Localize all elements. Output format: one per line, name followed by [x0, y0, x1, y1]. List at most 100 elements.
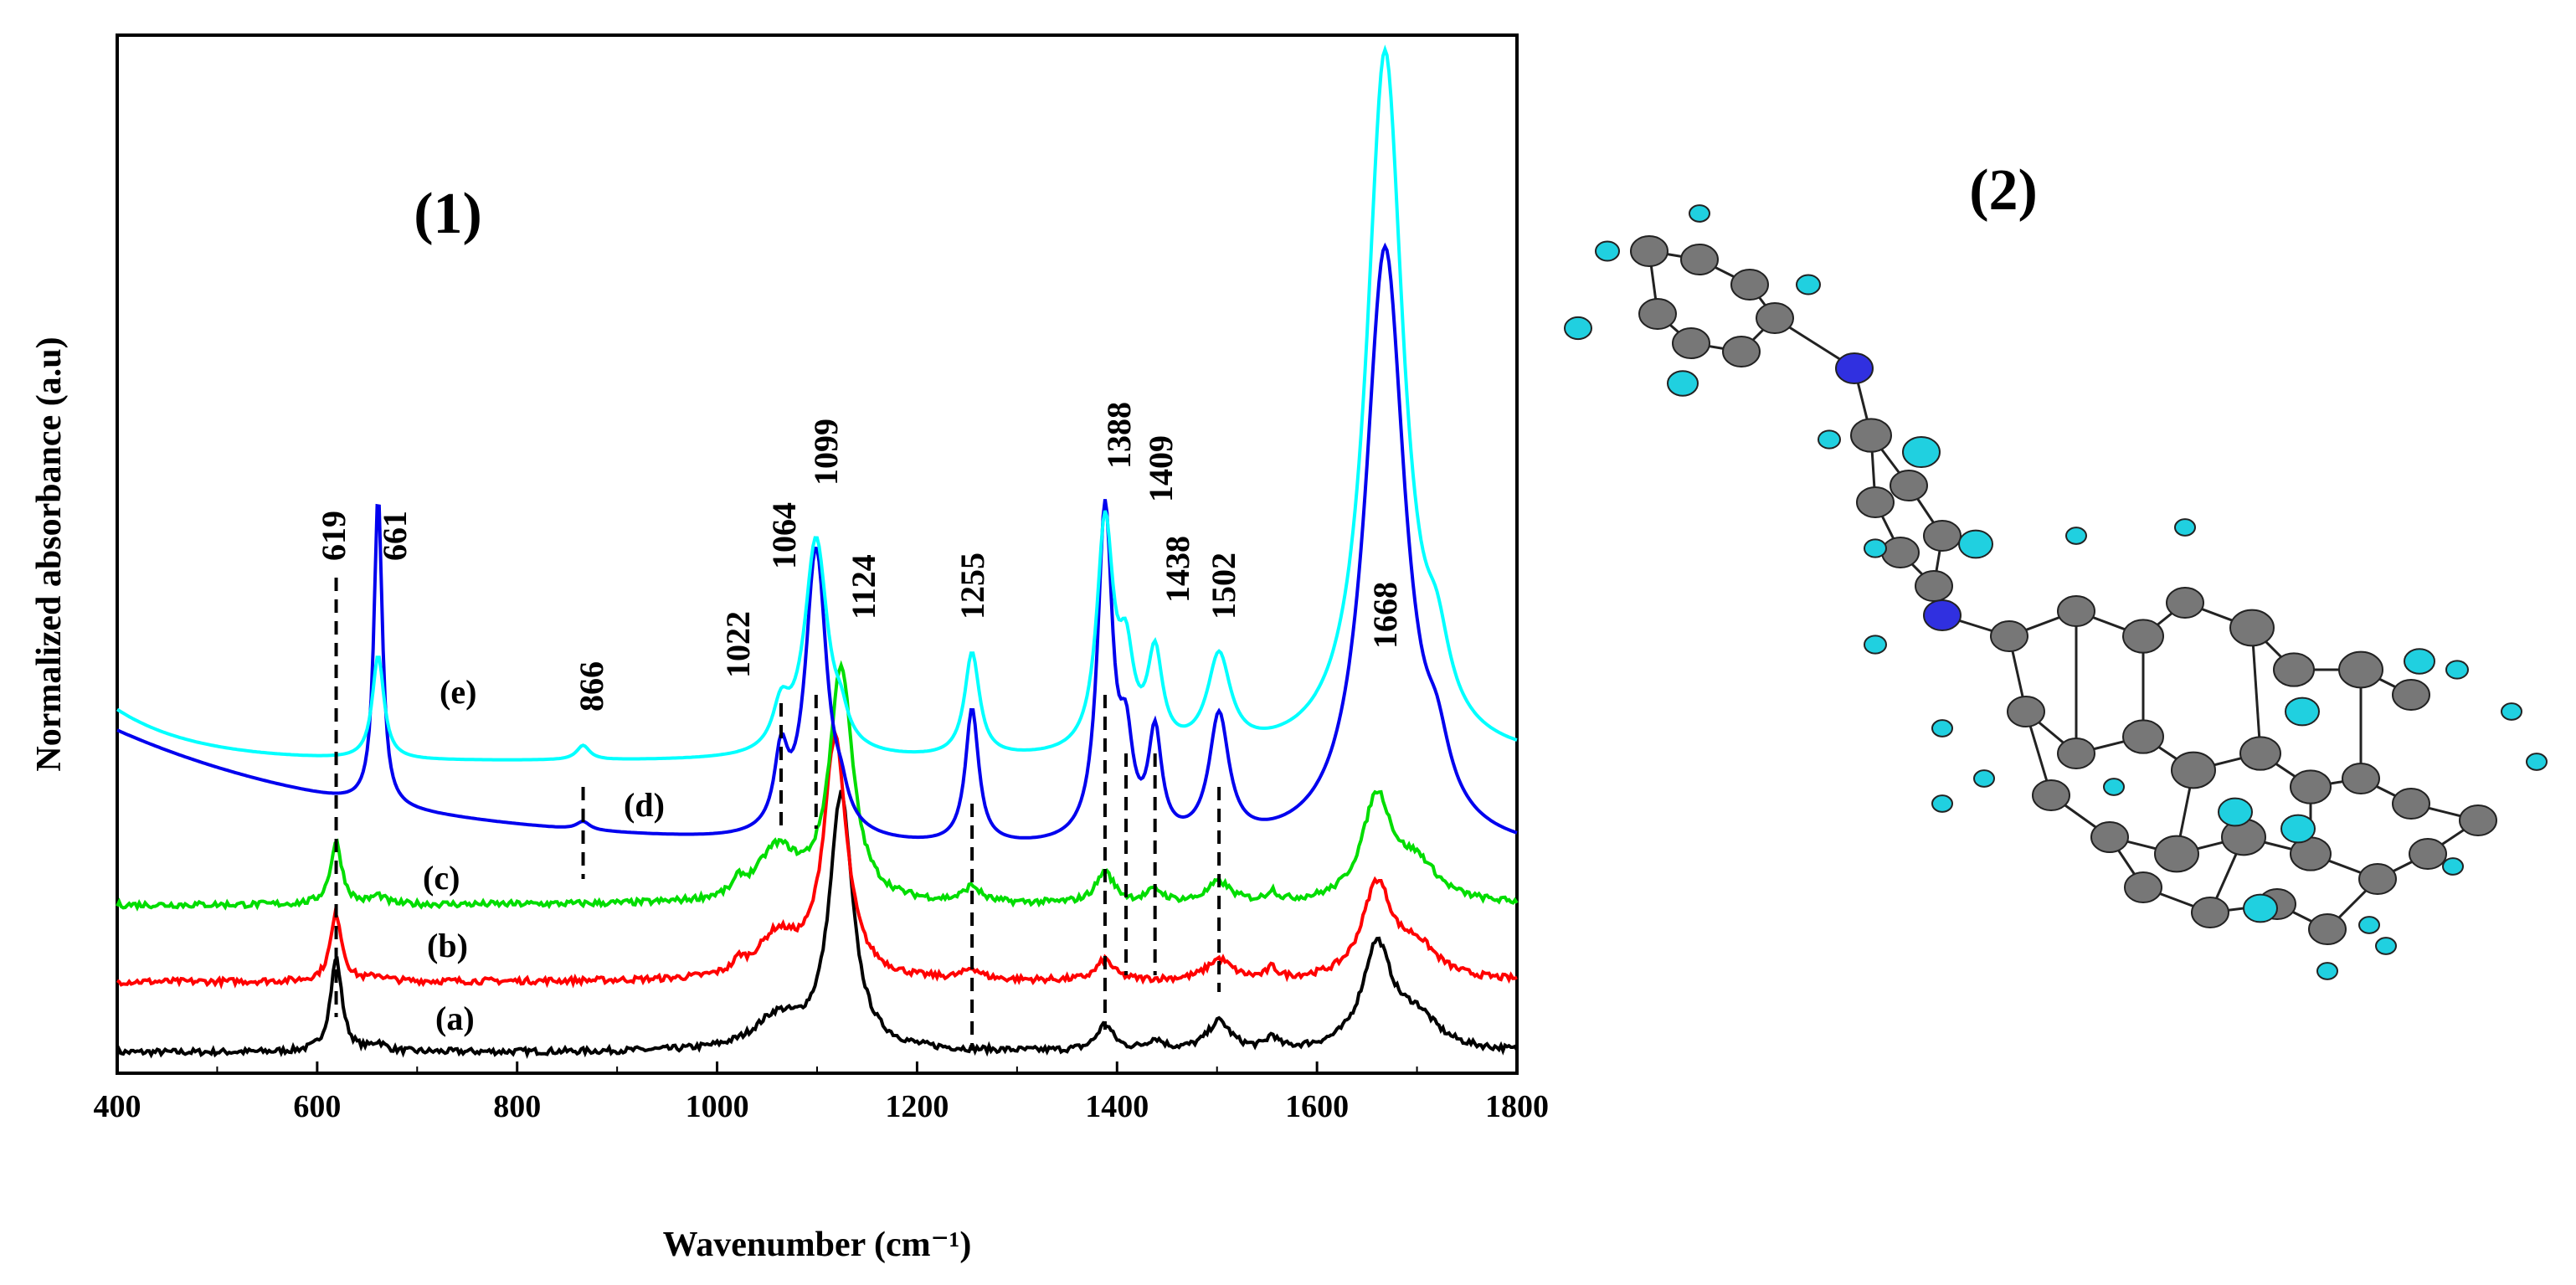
molecule-atom [1730, 268, 1769, 301]
molecule-atom [2122, 619, 2164, 654]
x-tick-label-1000: 1000 [686, 1089, 749, 1124]
molecule-atom [1915, 569, 1953, 603]
x-tick-label-400: 400 [94, 1089, 141, 1124]
panel-label-1: (1) [414, 182, 482, 246]
molecule-atom [2103, 778, 2125, 796]
molecule-atom [1672, 326, 1710, 360]
x-tick-label-1400: 1400 [1085, 1089, 1149, 1124]
molecule-atom [2057, 737, 2095, 770]
molecule-atom [1864, 635, 1887, 655]
molecule-atom [1902, 435, 1941, 469]
series-line-a [116, 789, 1519, 1060]
molecule-atom [1990, 619, 2028, 653]
molecule-atom [2174, 518, 2196, 537]
molecule-atom [1923, 599, 1962, 632]
x-tick-label-800: 800 [493, 1089, 541, 1124]
molecule-atom [1722, 335, 1761, 368]
molecule-atom [2090, 820, 2129, 854]
molecule-atom [2342, 762, 2380, 795]
molecule-atom [1638, 297, 1677, 331]
molecule-atom [2280, 814, 2316, 844]
molecule-atom [2285, 696, 2320, 727]
molecule-atom [1973, 769, 1995, 788]
molecule-atom [2057, 594, 2095, 628]
peak-label-1099: 1099 [807, 419, 845, 486]
molecule-atom [1796, 274, 1821, 296]
molecule-atom [2166, 586, 2204, 619]
molecule-atom [2526, 753, 2548, 771]
x-tick-label-1600: 1600 [1285, 1089, 1349, 1124]
peak-label-1388: 1388 [1100, 402, 1138, 469]
molecule-atom [2358, 862, 2397, 896]
y-axis-title: Normalized absorbance (a.u) [30, 337, 69, 771]
molecule-atom [1667, 370, 1699, 397]
molecule-atom [2316, 962, 2338, 980]
molecule-atom [1856, 486, 1895, 519]
molecule-atom [2065, 527, 2087, 545]
molecule-atom [1881, 536, 1920, 569]
molecule-atom [2404, 648, 2435, 675]
series-line-b [116, 727, 1518, 989]
molecule-atom [2239, 736, 2281, 771]
molecule-atom [2218, 797, 2253, 827]
peak-label-619: 619 [315, 511, 352, 561]
series-label-e: (e) [440, 673, 476, 711]
peak-label-1409: 1409 [1142, 435, 1180, 502]
peak-label-866: 866 [573, 661, 610, 712]
peak-label-1255: 1255 [954, 553, 991, 619]
molecule-atom [1818, 429, 1841, 450]
peak-label-1124: 1124 [845, 554, 882, 619]
peak-label-1064: 1064 [765, 502, 803, 569]
molecule-atom [2445, 660, 2469, 680]
peak-guide-lines [334, 578, 1221, 1051]
x-tick-label-1800: 1800 [1485, 1089, 1549, 1124]
molecule-atom [2501, 702, 2522, 721]
molecule-atom [2171, 751, 2216, 789]
series-line-e [116, 44, 1518, 762]
molecule-atom [1595, 240, 1620, 262]
molecule-atom [2032, 779, 2070, 812]
molecule-atom [2358, 916, 2380, 934]
peak-label-661: 661 [376, 511, 414, 561]
molecule-atom [1890, 469, 1928, 502]
series-label-b: (b) [427, 927, 468, 964]
peak-label-1668: 1668 [1366, 582, 1404, 649]
molecule-atom [1680, 243, 1719, 276]
molecule-atom [1923, 519, 1962, 553]
x-axis-title: Wavenumber (cm⁻¹) [663, 1226, 972, 1264]
panel-label-2: (2) [1969, 158, 2038, 223]
x-tick-label-1200: 1200 [885, 1089, 949, 1124]
molecule-atom [1689, 204, 1710, 223]
molecule-atom [1630, 234, 1668, 268]
peak-label-1502: 1502 [1205, 553, 1242, 619]
molecule-atom [2154, 835, 2199, 873]
x-axis-ticks: 400 600 800 1000 1200 1400 1600 1800 [94, 1061, 1549, 1124]
molecule-atom [2007, 695, 2045, 728]
molecule-atom [2273, 652, 2315, 687]
molecule-atom [1835, 352, 1874, 385]
molecule-atom [2338, 650, 2383, 689]
peak-label-1022: 1022 [719, 611, 757, 678]
molecule-atom [2392, 678, 2430, 712]
x-tick-label-600: 600 [293, 1089, 341, 1124]
molecule-atom [1756, 301, 1794, 335]
molecule-atom [2308, 912, 2347, 946]
molecule-atom [2191, 896, 2229, 929]
molecule-atom [2459, 804, 2497, 837]
series-label-c: (c) [423, 859, 460, 897]
molecule-atom [2229, 609, 2275, 647]
series-label-a: (a) [435, 1000, 475, 1037]
molecule-atom [2392, 787, 2430, 820]
molecule-atom [2124, 871, 2162, 904]
molecule-atom [2442, 857, 2464, 876]
molecule-atom [1931, 794, 1953, 813]
peak-label-1438: 1438 [1159, 536, 1196, 603]
molecule-structure [1564, 204, 2548, 980]
molecule-bond [2250, 627, 2262, 754]
molecule-atom [1958, 529, 1993, 559]
molecule-atom [1564, 316, 1592, 341]
molecule-atom [1931, 719, 1953, 738]
series-label-d: (d) [624, 786, 665, 824]
molecule-atom [2375, 937, 2397, 955]
